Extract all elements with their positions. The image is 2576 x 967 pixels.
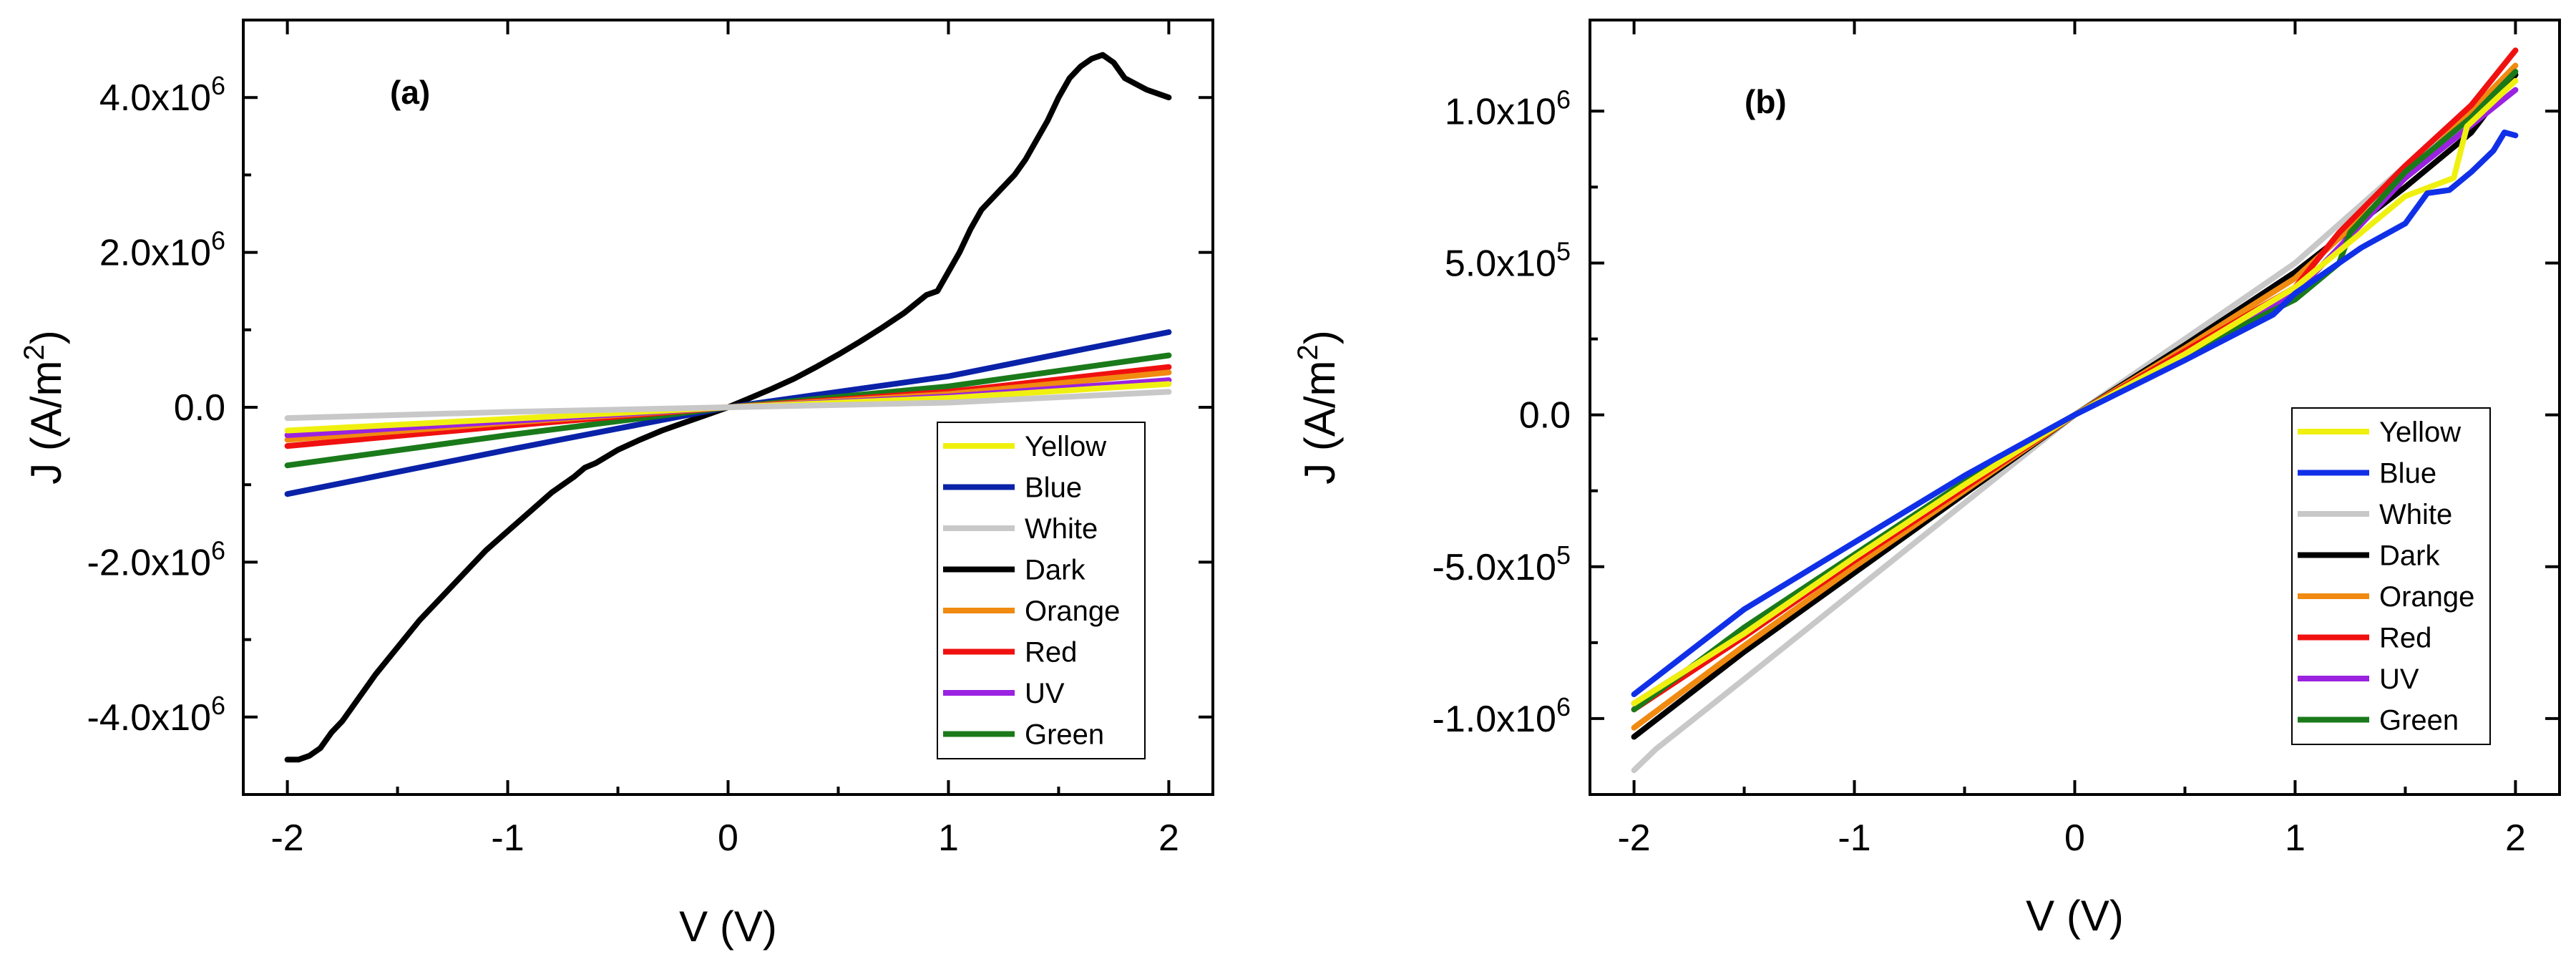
x-tick-label: 1 xyxy=(2285,817,2306,859)
legend-label-orange: Orange xyxy=(1025,596,1120,627)
legend-box xyxy=(937,422,1146,759)
series-line-green xyxy=(1631,69,2519,713)
legend-label-green: Green xyxy=(2379,705,2459,737)
x-axis-title: V (V) xyxy=(679,903,777,951)
series-line-yellow xyxy=(1631,77,2519,706)
x-tick-label: -2 xyxy=(270,817,303,859)
y-axis-title-sup: 2 xyxy=(19,344,50,360)
y-axis-title-sup: 2 xyxy=(1292,344,1324,360)
y-tick-mantissa: 0.0 xyxy=(174,387,225,429)
y-tick-mantissa: -5.0x10 xyxy=(1433,547,1556,588)
y-tick-exponent: 5 xyxy=(1556,236,1571,266)
y-tick-exponent: 6 xyxy=(211,71,225,100)
y-tick-label: 0.0 xyxy=(1519,395,1571,437)
legend-label-red: Red xyxy=(1025,637,1077,669)
legend-label-dark: Dark xyxy=(2379,540,2440,572)
legend-label-blue: Blue xyxy=(1025,472,1082,504)
y-axis-title-close: ) xyxy=(1296,330,1344,344)
y-tick-label: -1.0x106 xyxy=(1433,692,1571,740)
y-tick-label: -2.0x106 xyxy=(87,535,225,583)
y-tick-exponent: 6 xyxy=(1556,84,1571,114)
legend-label-red: Red xyxy=(2379,623,2431,654)
y-tick-exponent: 6 xyxy=(211,226,225,256)
legend-label-blue: Blue xyxy=(2379,458,2436,490)
y-tick-label: 0.0 xyxy=(174,387,225,429)
y-tick-exponent: 5 xyxy=(1556,540,1571,570)
y-tick-exponent: 6 xyxy=(211,691,225,720)
y-tick-label: 4.0x106 xyxy=(99,71,225,119)
y-tick-exponent: 6 xyxy=(1556,692,1571,721)
y-tick-mantissa: 5.0x10 xyxy=(1445,243,1556,284)
legend-label-white: White xyxy=(1025,513,1098,545)
panel-label: (b) xyxy=(1745,83,1787,120)
y-axis-title-main: J (A/m xyxy=(22,360,70,484)
legend-label-white: White xyxy=(2379,499,2452,530)
legend-label-dark: Dark xyxy=(1025,555,1085,586)
legend-label-yellow: Yellow xyxy=(1025,431,1106,462)
y-tick-mantissa: -4.0x10 xyxy=(87,697,211,739)
x-tick-label: 0 xyxy=(2064,817,2085,859)
y-tick-mantissa: -1.0x10 xyxy=(1433,699,1556,740)
y-tick-label: 2.0x106 xyxy=(99,226,225,274)
y-tick-label: 1.0x106 xyxy=(1445,84,1571,132)
y-tick-mantissa: 4.0x10 xyxy=(99,77,211,119)
series-group xyxy=(284,52,1172,763)
x-tick-label: -2 xyxy=(1617,817,1650,859)
series-line-blue xyxy=(1631,130,2519,697)
y-tick-label: -4.0x106 xyxy=(87,691,225,739)
panel-a: -2 -1 0 1 24.0x1062.0x1060.0-2.0x106-4.0x106… xyxy=(19,19,1214,951)
series-line-white xyxy=(284,389,1172,422)
y-tick-mantissa: 0.0 xyxy=(1519,395,1571,437)
y-axis-title: J (A/m2) xyxy=(19,330,70,485)
legend-label-green: Green xyxy=(1025,719,1104,751)
x-tick-label: 1 xyxy=(938,817,959,859)
y-tick-mantissa: 2.0x10 xyxy=(99,233,211,274)
legend-label-uv: UV xyxy=(1025,678,1065,709)
y-axis-title-main: J (A/m xyxy=(1296,360,1344,484)
y-tick-mantissa: -2.0x10 xyxy=(87,542,211,583)
legend-label-yellow: Yellow xyxy=(2379,417,2461,448)
legend-label-uv: UV xyxy=(2379,664,2419,695)
series-group xyxy=(1631,47,2519,774)
x-tick-label: 0 xyxy=(718,817,738,859)
panel-b: -2 -1 0 1 21.0x1065.0x1050.0-5.0x105-1.0x106… xyxy=(1292,19,2561,940)
y-tick-exponent: 6 xyxy=(211,535,225,565)
legend-box xyxy=(2291,407,2491,745)
panel-label: (a) xyxy=(390,74,430,111)
legend-label-orange: Orange xyxy=(2379,581,2474,613)
x-axis-title: V (V) xyxy=(2026,892,2124,940)
x-tick-label: 2 xyxy=(2505,817,2526,859)
x-tick-label: 2 xyxy=(1158,817,1179,859)
y-tick-label: -5.0x105 xyxy=(1433,540,1571,588)
series-line-dark xyxy=(284,52,1172,763)
y-axis-title: J (A/m2) xyxy=(1292,330,1344,485)
x-tick-label: -1 xyxy=(491,817,524,859)
y-tick-label: 5.0x105 xyxy=(1445,236,1571,284)
y-axis-title-close: ) xyxy=(22,330,70,344)
y-tick-mantissa: 1.0x10 xyxy=(1445,91,1556,132)
x-tick-label: -1 xyxy=(1838,817,1870,859)
